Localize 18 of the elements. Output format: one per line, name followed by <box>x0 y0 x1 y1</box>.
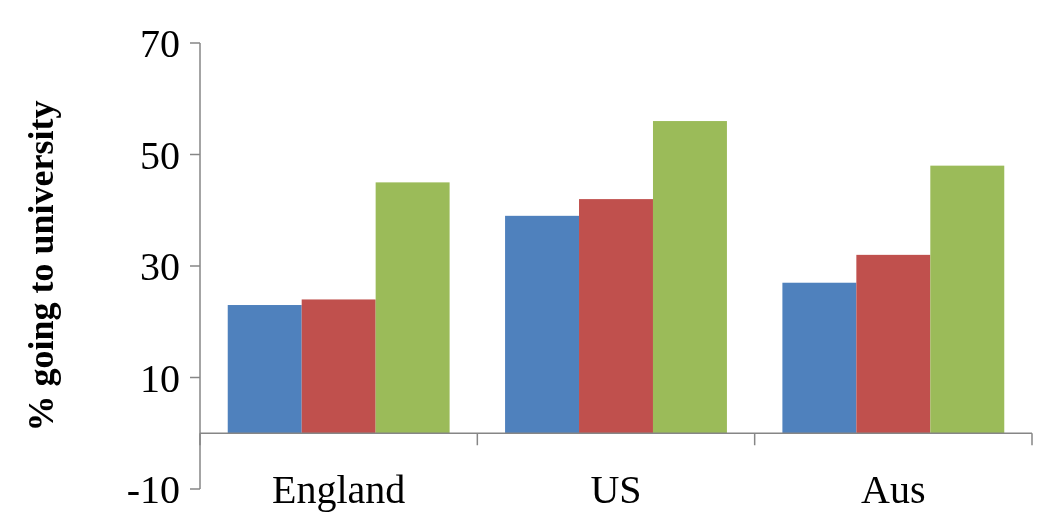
bar <box>227 305 302 434</box>
x-tick-label: US <box>590 467 642 512</box>
x-tick-label: England <box>272 467 406 512</box>
bar <box>782 282 857 434</box>
bar <box>375 182 450 434</box>
y-axis-title: % going to university <box>21 100 61 432</box>
y-tick-label: 50 <box>140 132 180 178</box>
bar <box>652 121 727 434</box>
y-tick-label: 10 <box>140 355 180 401</box>
y-tick-label: 70 <box>140 21 180 66</box>
y-tick-label: -10 <box>126 467 180 512</box>
bar <box>301 299 376 434</box>
y-tick-label: 30 <box>140 244 180 289</box>
bar <box>856 254 931 434</box>
bar <box>579 199 653 434</box>
bar <box>930 165 1005 434</box>
bar <box>505 215 580 434</box>
x-tick-label: Aus <box>861 467 926 512</box>
